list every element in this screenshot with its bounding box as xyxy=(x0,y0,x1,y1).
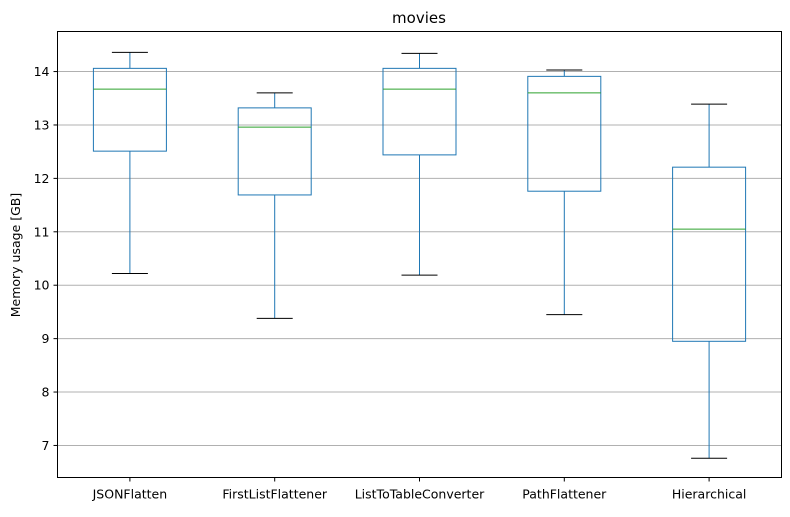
x-tick-label: PathFlattener xyxy=(522,487,607,502)
box-iqr xyxy=(673,167,746,341)
y-tick-label: 8 xyxy=(42,385,50,400)
box-iqr xyxy=(383,68,456,155)
chart-title: movies xyxy=(392,9,446,27)
x-tick-label: FirstListFlattener xyxy=(222,487,328,502)
y-tick-label: 13 xyxy=(34,117,50,132)
y-tick-label: 10 xyxy=(34,278,50,293)
x-axis-ticks: JSONFlatten FirstListFlattener ListToTable… xyxy=(92,478,747,502)
x-tick-label: JSONFlatten xyxy=(92,487,168,502)
y-tick-label: 9 xyxy=(42,331,50,346)
y-tick-label: 7 xyxy=(42,438,50,453)
y-axis-ticks: 7 8 9 10 11 12 13 14 xyxy=(34,64,58,453)
x-tick-label: Hierarchical xyxy=(672,487,747,502)
boxes xyxy=(93,52,745,458)
y-tick-label: 11 xyxy=(34,224,50,239)
box-iqr xyxy=(528,76,601,191)
y-axis-title: Memory usage [GB] xyxy=(8,193,23,318)
y-tick-label: 14 xyxy=(34,64,50,79)
x-tick-label: ListToTableConverter xyxy=(355,487,485,502)
y-tick-label: 12 xyxy=(34,171,50,186)
box-iqr xyxy=(93,68,166,151)
box-iqr xyxy=(238,108,311,195)
